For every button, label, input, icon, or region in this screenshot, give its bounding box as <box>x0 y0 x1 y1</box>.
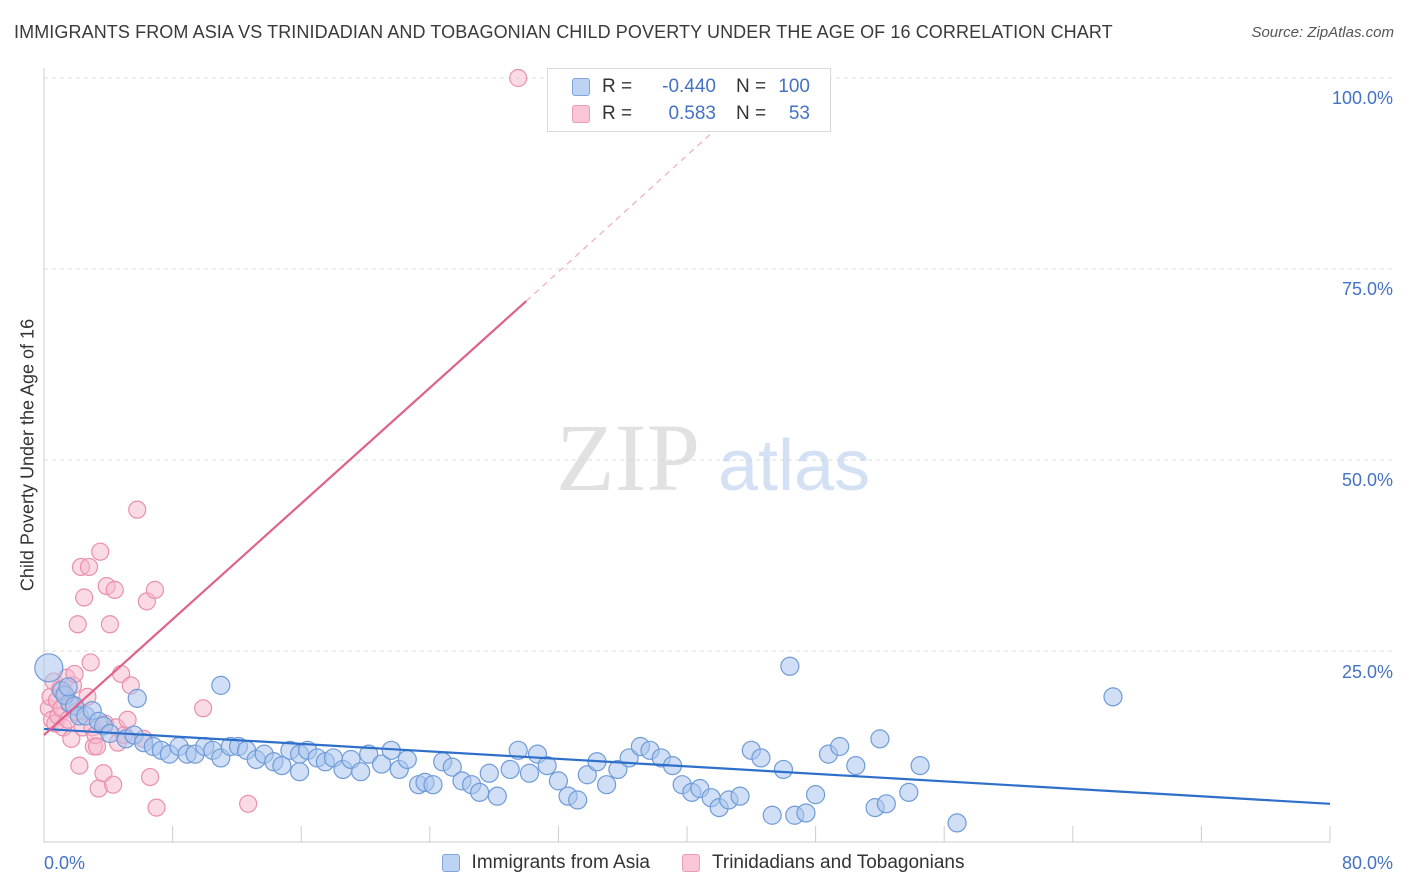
gridlines <box>44 77 1394 652</box>
y-tick-label: 100.0% <box>1332 88 1393 108</box>
trinidadian-point <box>128 500 147 519</box>
x-tick-label: 80.0% <box>1342 853 1393 873</box>
asia-point <box>508 740 528 760</box>
trinidadian-point <box>145 580 165 599</box>
trinidadian-point <box>75 588 94 607</box>
watermark-zip: ZIP <box>556 404 700 511</box>
trinidadian-point <box>70 756 89 775</box>
asia-point <box>211 675 231 695</box>
asia-point <box>751 748 771 768</box>
asia-point <box>397 749 417 770</box>
asia-point <box>805 785 826 805</box>
asia-point <box>876 794 896 814</box>
legend-swatch-asia <box>441 854 460 872</box>
asia-point <box>34 653 64 683</box>
trinidadian-point <box>87 737 107 756</box>
asia-point <box>773 759 794 780</box>
legend-r-value: -0.440 <box>662 76 716 97</box>
chart-title: IMMIGRANTS FROM ASIA VS TRINIDADIAN AND … <box>14 22 1113 42</box>
asia-point <box>910 755 930 776</box>
asia-point <box>487 786 507 806</box>
asia-point <box>351 762 371 782</box>
trinidadian-point <box>91 542 110 561</box>
asia-point <box>371 754 392 774</box>
legend-row-asia: R = -0.440 N = 100 <box>572 75 810 99</box>
trinidadian-point <box>147 798 166 817</box>
y-tick-label: 50.0% <box>1342 470 1393 490</box>
asia-point <box>442 757 462 777</box>
asia-point <box>58 677 78 697</box>
asia-point <box>597 775 617 795</box>
legend-label-trinidadian: Trinidadians and Tobagonians <box>711 852 965 873</box>
trinidadian-point <box>68 615 87 634</box>
trinidadian-point <box>509 68 528 88</box>
series-legend: Immigrants from Asia Trinidadians and To… <box>0 852 1406 874</box>
legend-item-asia[interactable]: Immigrants from Asia <box>441 852 650 874</box>
trinidadian-point <box>140 767 160 787</box>
x-tick-label: 0.0% <box>44 853 85 873</box>
trinidadian-point <box>79 557 99 577</box>
legend-swatch-trinidadian <box>681 854 700 872</box>
asia-point <box>479 763 499 783</box>
tick-labels: 100.0% 75.0% 50.0% 25.0% 0.0% 80.0% <box>44 88 1393 873</box>
asia-point <box>568 790 588 810</box>
trinidadian-point <box>239 794 258 813</box>
asia-point <box>780 656 800 676</box>
legend-label-asia: Immigrants from Asia <box>471 852 650 873</box>
correlation-legend: R = -0.440 N = 100 R = 0.583 N = 53 <box>547 68 831 132</box>
asia-point <box>846 755 866 776</box>
asia-point <box>470 782 490 802</box>
legend-row-trinidadian: R = 0.583 N = 53 <box>572 102 810 126</box>
legend-r-value: 0.583 <box>668 103 716 124</box>
asia-point <box>537 755 557 776</box>
legend-n-value: 53 <box>788 103 810 124</box>
legend-n-label: N = <box>736 103 767 124</box>
series-trinidadians-points <box>39 68 528 817</box>
legend-swatch-asia <box>572 78 590 96</box>
watermark: ZIP atlas <box>556 404 870 511</box>
legend-r-label: R = <box>602 76 633 97</box>
y-tick-label: 75.0% <box>1342 279 1393 299</box>
asia-trend-line <box>43 727 1331 805</box>
asia-point <box>1103 687 1123 707</box>
legend-r-label: R = <box>602 103 633 124</box>
trinidadian-trend-line <box>43 300 527 736</box>
asia-point <box>548 771 569 791</box>
asia-point <box>359 744 379 764</box>
asia-point <box>762 805 782 825</box>
legend-swatch-trinidadian <box>572 105 590 123</box>
source-credit: Source: ZipAtlas.com <box>1251 24 1394 41</box>
asia-point <box>830 736 850 757</box>
legend-item-trinidadian[interactable]: Trinidadians and Tobagonians <box>681 852 965 874</box>
asia-point <box>423 775 443 795</box>
asia-point <box>870 729 890 749</box>
trinidadian-point <box>100 615 120 634</box>
asia-point <box>127 688 147 708</box>
watermark-atlas: atlas <box>718 426 870 506</box>
asia-point <box>272 755 292 776</box>
asia-point <box>947 813 967 833</box>
legend-n-value: 100 <box>778 76 810 97</box>
asia-point <box>730 786 750 806</box>
asia-point <box>577 765 597 785</box>
asia-point <box>899 782 919 802</box>
trinidadian-point <box>194 699 213 718</box>
y-tick-label: 25.0% <box>1342 662 1393 682</box>
trinidadian-point <box>104 775 123 794</box>
trinidadian-point <box>81 653 100 672</box>
trinidadian-point <box>105 580 124 599</box>
series-asia-points <box>34 653 1123 833</box>
asia-point <box>796 803 816 823</box>
asia-point <box>608 759 628 780</box>
asia-point <box>519 763 540 783</box>
asia-point <box>289 762 310 782</box>
legend-n-label: N = <box>736 76 767 97</box>
asia-point <box>500 759 520 780</box>
